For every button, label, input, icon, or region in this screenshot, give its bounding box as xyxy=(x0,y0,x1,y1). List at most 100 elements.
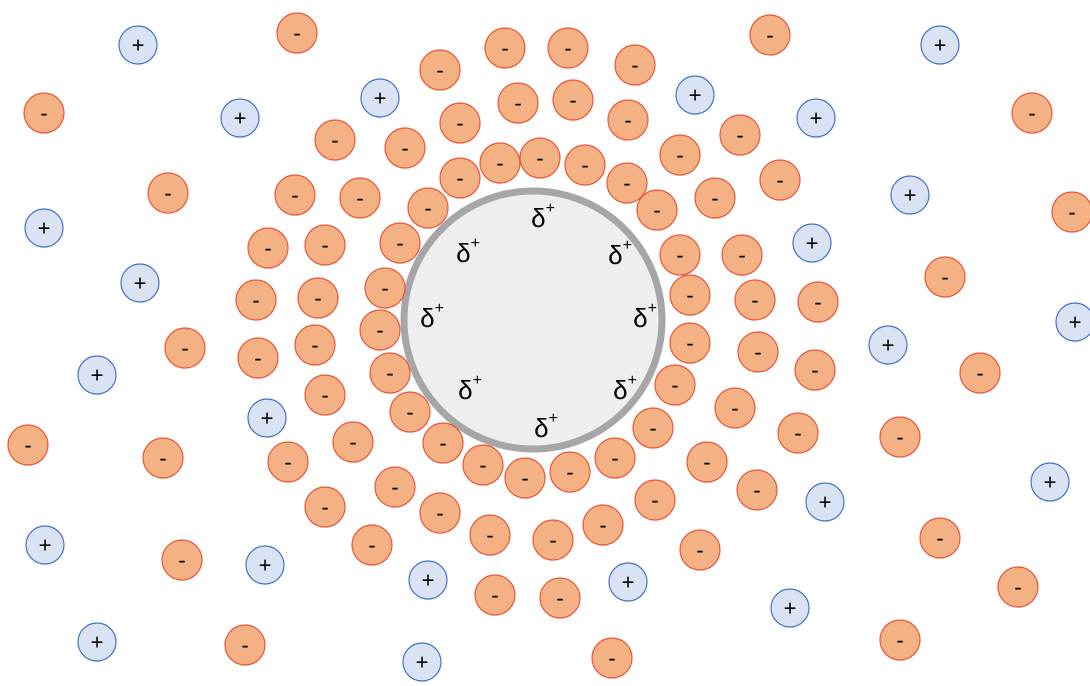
partial-charge: δ+ xyxy=(458,372,482,406)
cation-label: + xyxy=(1069,310,1082,335)
anion-label: - xyxy=(486,523,493,548)
anion xyxy=(439,102,481,144)
partial-charge-sign: + xyxy=(471,235,480,252)
partial-charge-symbol: δ xyxy=(456,238,470,268)
cation-label: + xyxy=(882,333,895,358)
anion-label: - xyxy=(181,336,188,361)
anion xyxy=(161,539,203,581)
anion-label: - xyxy=(479,453,486,478)
cation-label: + xyxy=(934,33,947,58)
anion-label: - xyxy=(1028,101,1035,126)
cation-label: + xyxy=(904,183,917,208)
anion-label: - xyxy=(314,286,321,311)
cation-label: + xyxy=(38,216,51,241)
anion xyxy=(479,142,521,184)
anion-label: - xyxy=(368,533,375,558)
anion xyxy=(636,189,678,231)
anion xyxy=(384,127,426,169)
cation-label: + xyxy=(91,630,104,655)
cation xyxy=(118,25,158,65)
anion-label: - xyxy=(436,58,443,83)
cation-label: + xyxy=(1044,470,1057,495)
anion-label: - xyxy=(254,346,261,371)
anion-label: - xyxy=(1014,575,1021,600)
anion xyxy=(606,162,648,204)
anion xyxy=(736,469,778,511)
anion-label: - xyxy=(569,88,576,113)
anion xyxy=(1011,92,1053,134)
cation-label: + xyxy=(91,363,104,388)
cation-label: + xyxy=(784,596,797,621)
anion-label: - xyxy=(703,450,710,475)
anion-label: - xyxy=(776,168,783,193)
anion xyxy=(607,99,649,141)
cation xyxy=(805,482,845,522)
partial-charge-sign: + xyxy=(628,372,637,389)
anion-label: - xyxy=(676,143,683,168)
anion xyxy=(749,14,791,56)
anion-label: - xyxy=(381,276,388,301)
anion xyxy=(422,422,464,464)
anion xyxy=(142,437,184,479)
anion-label: - xyxy=(766,23,773,48)
cation-label: + xyxy=(259,553,272,578)
anion xyxy=(304,486,346,528)
partial-charge-sign: + xyxy=(623,237,632,254)
anion-label: - xyxy=(649,416,656,441)
anion xyxy=(721,234,763,276)
cation-label: + xyxy=(422,568,435,593)
anion xyxy=(679,529,721,571)
anion-label: - xyxy=(456,166,463,191)
partial-charge-symbol: δ xyxy=(613,375,627,405)
anion-label: - xyxy=(291,183,298,208)
partial-charge-sign: + xyxy=(549,410,558,427)
anion xyxy=(669,322,711,364)
cation-label: + xyxy=(261,406,274,431)
partial-charge: δ+ xyxy=(534,410,558,444)
partial-charge-sign: + xyxy=(473,372,482,389)
anion xyxy=(504,457,546,499)
anion-label: - xyxy=(611,446,618,471)
anion xyxy=(389,391,431,433)
anion xyxy=(297,277,339,319)
anion-label: - xyxy=(331,128,338,153)
cation xyxy=(247,398,287,438)
anion-label: - xyxy=(676,243,683,268)
cation xyxy=(796,98,836,138)
anion xyxy=(582,504,624,546)
anion xyxy=(339,177,381,219)
partial-charge-sign: + xyxy=(546,200,555,217)
anion xyxy=(797,281,839,323)
anion xyxy=(959,352,1001,394)
anion xyxy=(369,352,411,394)
anion-label: - xyxy=(521,466,528,491)
cation xyxy=(402,642,442,682)
cation xyxy=(245,545,285,585)
anion xyxy=(1051,191,1090,233)
anion xyxy=(374,466,416,508)
anion xyxy=(419,49,461,91)
anion-label: - xyxy=(711,186,718,211)
anion-label: - xyxy=(159,446,166,471)
anion-label: - xyxy=(751,288,758,313)
cation xyxy=(77,355,117,395)
anion-label: - xyxy=(496,151,503,176)
anion xyxy=(351,524,393,566)
anion xyxy=(294,324,336,366)
partial-charge: δ+ xyxy=(531,200,555,234)
anion-label: - xyxy=(581,153,588,178)
anion-label: - xyxy=(976,361,983,386)
anion xyxy=(474,574,516,616)
anion-label: - xyxy=(40,101,47,126)
cation xyxy=(1055,302,1090,342)
anion xyxy=(591,637,633,679)
cation xyxy=(770,588,810,628)
anion xyxy=(539,577,581,619)
cation xyxy=(868,325,908,365)
cation xyxy=(920,25,960,65)
anion-label: - xyxy=(631,53,638,78)
anion xyxy=(147,172,189,214)
anion xyxy=(564,144,606,186)
